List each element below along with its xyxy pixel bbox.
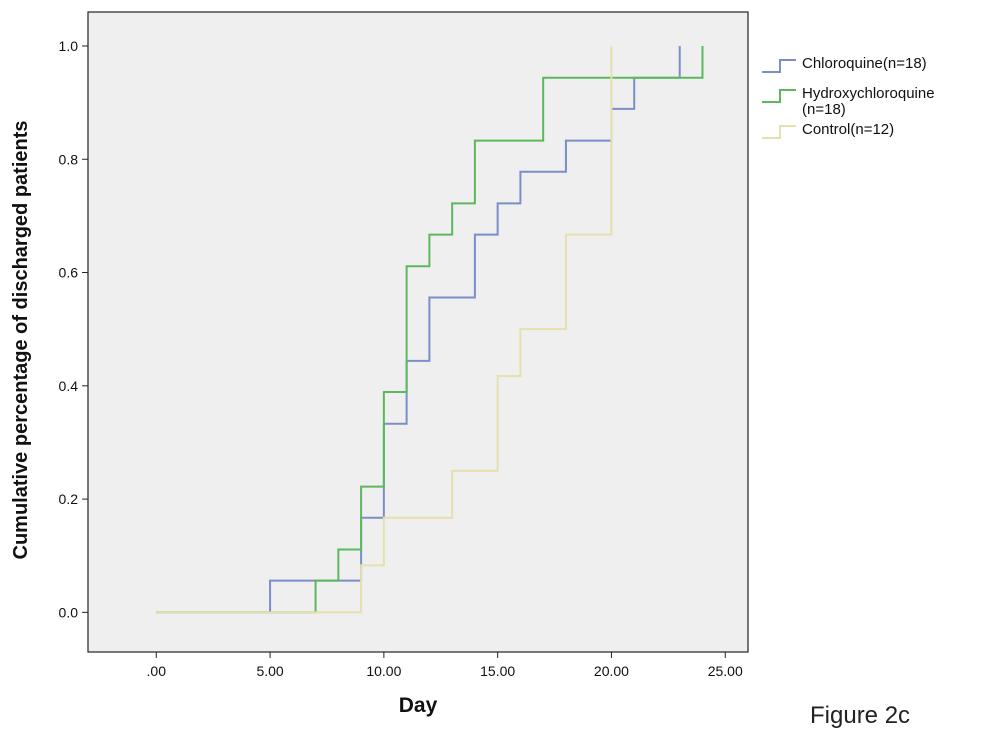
x-axis: .00 5.00 10.00 15.00 20.00 25.00 xyxy=(147,652,743,679)
y-tick-label: 0.8 xyxy=(59,151,79,167)
x-tick-label: .00 xyxy=(147,663,167,679)
x-tick-label: 20.00 xyxy=(594,663,629,679)
y-axis-title: Cumulative percentage of discharged pati… xyxy=(10,121,32,560)
series-layer xyxy=(156,45,704,614)
legend-label: Hydroxychloroquine xyxy=(802,85,935,102)
plot-area xyxy=(87,11,749,653)
legend-swatch xyxy=(762,59,796,73)
x-tick-label: 5.00 xyxy=(256,663,283,679)
y-tick-label: 1.0 xyxy=(59,38,79,54)
legend-label: (n=18) xyxy=(802,101,846,118)
legend-label: Control(n=12) xyxy=(802,121,894,138)
legend-swatch xyxy=(762,125,796,139)
y-axis: 0.0 0.2 0.4 0.6 0.8 1.0 xyxy=(59,38,88,620)
legend-label: Chloroquine(n=18) xyxy=(802,55,927,72)
x-axis-title: Day xyxy=(399,694,438,717)
y-tick-label: 0.0 xyxy=(59,604,79,620)
legend: Chloroquine(n=18) Hydroxychloroquine(n=18… xyxy=(762,55,935,139)
x-tick-label: 10.00 xyxy=(366,663,401,679)
series-line-1 xyxy=(156,45,704,614)
y-tick-label: 0.2 xyxy=(59,491,79,507)
y-tick-label: 0.4 xyxy=(59,378,79,394)
legend-swatch xyxy=(762,89,796,103)
y-tick-label: 0.6 xyxy=(59,265,79,281)
x-tick-label: 25.00 xyxy=(708,663,743,679)
series-line-2 xyxy=(156,45,613,614)
x-tick-label: 15.00 xyxy=(480,663,515,679)
figure-caption: Figure 2c xyxy=(810,702,911,729)
